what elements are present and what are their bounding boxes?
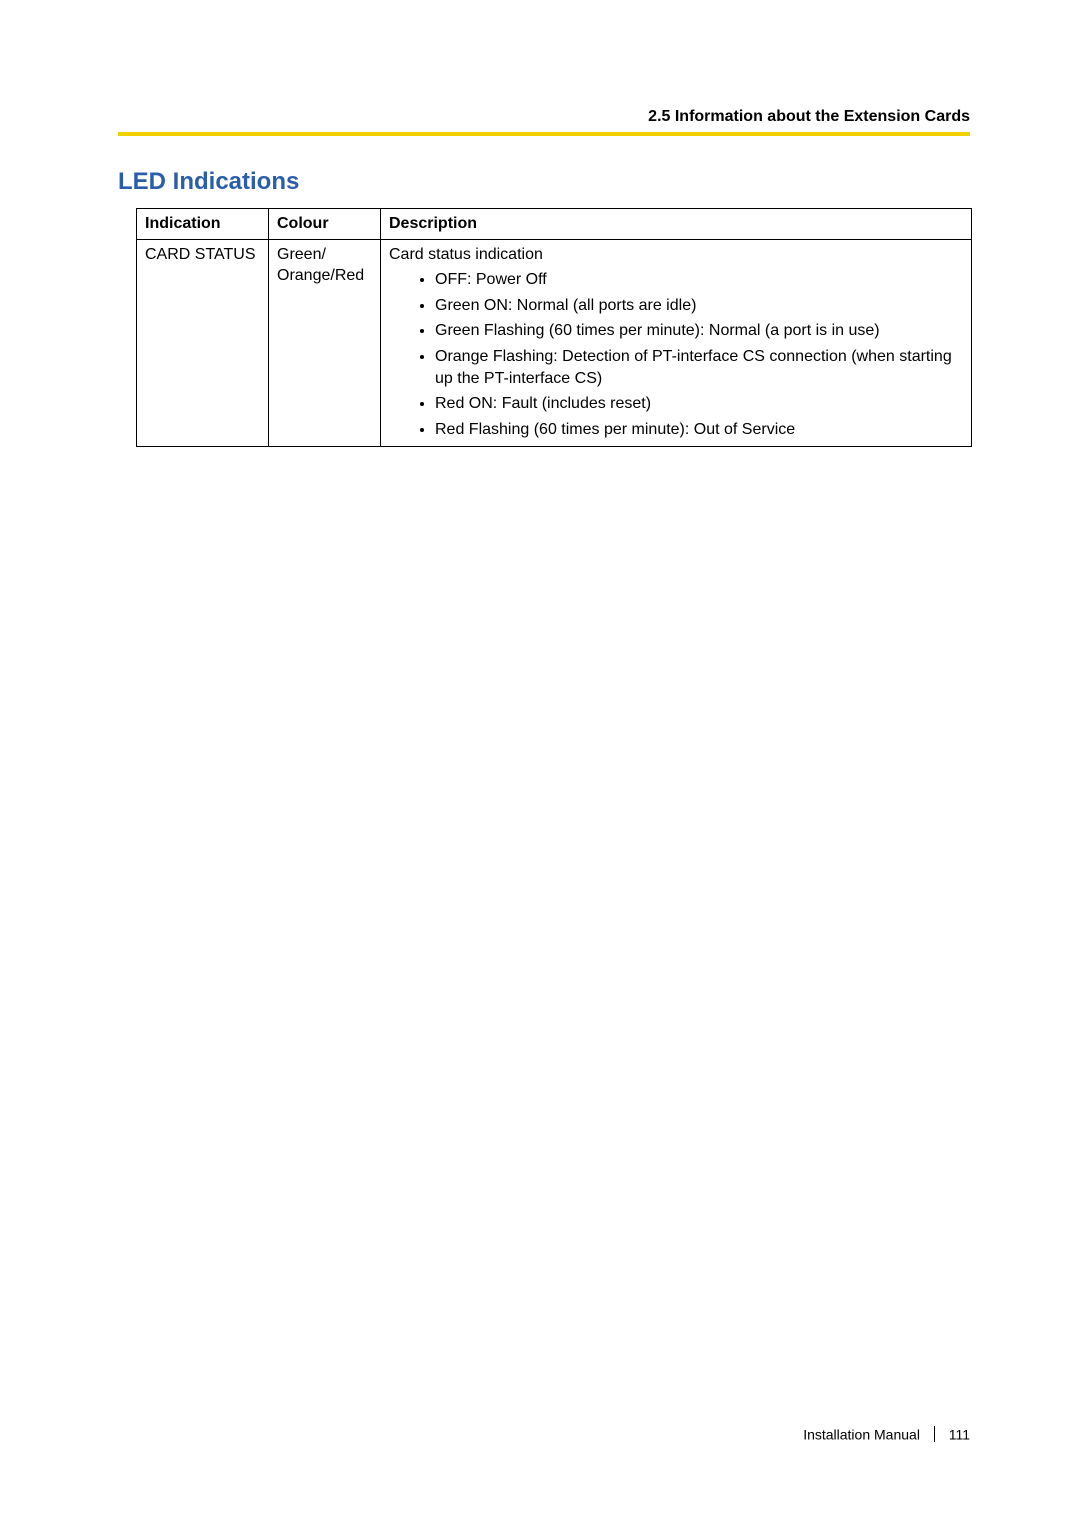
footer-label: Installation Manual bbox=[803, 1426, 920, 1442]
cell-indication: CARD STATUS bbox=[137, 239, 269, 447]
section-title: LED Indications bbox=[118, 168, 970, 196]
page-footer: Installation Manual 111 bbox=[803, 1425, 970, 1442]
list-item: Green ON: Normal (all ports are idle) bbox=[435, 293, 963, 319]
list-item: Red Flashing (60 times per minute): Out … bbox=[435, 417, 963, 443]
header-rule bbox=[118, 132, 970, 136]
th-indication: Indication bbox=[137, 209, 269, 240]
list-item: OFF: Power Off bbox=[435, 267, 963, 293]
led-table: Indication Colour Description CARD STATU… bbox=[136, 208, 972, 447]
list-item: Red ON: Fault (includes reset) bbox=[435, 391, 963, 417]
list-item: Orange Flashing: Detection of PT-interfa… bbox=[435, 344, 963, 391]
description-list: OFF: Power Off Green ON: Normal (all por… bbox=[389, 267, 963, 442]
list-item: Green Flashing (60 times per minute): No… bbox=[435, 318, 963, 344]
table-row: CARD STATUS Green/ Orange/Red Card statu… bbox=[137, 239, 972, 447]
cell-colour: Green/ Orange/Red bbox=[269, 239, 381, 447]
page: 2.5 Information about the Extension Card… bbox=[0, 0, 1080, 1528]
description-lead: Card status indication bbox=[389, 244, 963, 266]
footer-separator bbox=[934, 1426, 935, 1442]
cell-description: Card status indication OFF: Power Off Gr… bbox=[381, 239, 972, 447]
th-description: Description bbox=[381, 209, 972, 240]
header-breadcrumb: 2.5 Information about the Extension Card… bbox=[118, 108, 970, 132]
table-header-row: Indication Colour Description bbox=[137, 209, 972, 240]
th-colour: Colour bbox=[269, 209, 381, 240]
footer-page-number: 111 bbox=[949, 1426, 970, 1442]
